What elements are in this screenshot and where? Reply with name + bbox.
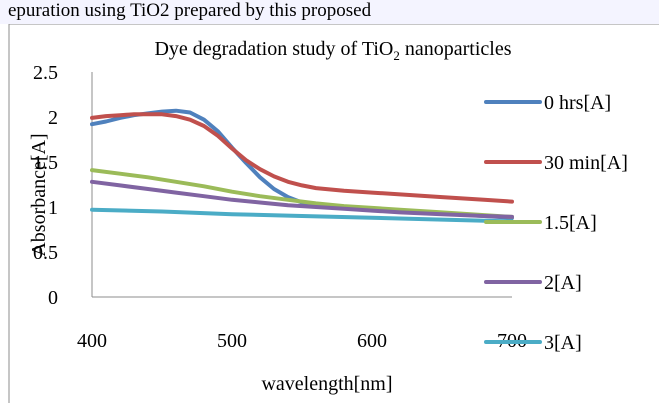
x-tick-label: 400 (77, 330, 107, 352)
header-fragment: epuration using TiO2 prepared by this pr… (8, 0, 372, 21)
y-tick-label: 1.5 (33, 152, 58, 174)
series-line-3 (90, 168, 514, 219)
chart-title-suffix: nanoparticles (400, 38, 512, 60)
x-tick-label: 600 (357, 330, 387, 352)
y-tick-labels: 0 0.5 1 1.5 2 2.5 (33, 62, 58, 309)
series-lines (90, 108, 514, 224)
series-line-5 (90, 207, 514, 224)
x-tick-labels: 400500600700 (77, 330, 527, 352)
y-tick-label: 2 (48, 107, 58, 129)
series-line-4 (90, 179, 514, 219)
x-axis-title: wavelength[nm] (261, 373, 392, 395)
y-tick-label: 1 (48, 197, 58, 219)
chart-title-subscript: 2 (393, 48, 400, 63)
chart-title: Dye degradation study of TiO2 nanopartic… (154, 38, 511, 63)
y-axis-title: Absorbance[A] (28, 133, 50, 256)
header-band (0, 0, 659, 24)
y-tick-label: 0.5 (33, 242, 58, 264)
y-tick-label: 0 (48, 287, 58, 309)
legend-label-1: 0 hrs[A] (544, 92, 611, 114)
legend-label-4: 2[A] (544, 272, 582, 294)
legend: 0 hrs[A] 30 min[A] 1.5[A] 2[A] 3[A] (484, 92, 628, 354)
legend-label-5: 3[A] (544, 332, 582, 354)
legend-label-2: 30 min[A] (544, 152, 628, 174)
series-line-2 (90, 112, 514, 204)
legend-label-3: 1.5[A] (544, 212, 597, 234)
y-tick-label: 2.5 (33, 62, 58, 84)
x-tick-label: 500 (217, 330, 247, 352)
chart-title-prefix: Dye degradation study of TiO (154, 38, 393, 60)
